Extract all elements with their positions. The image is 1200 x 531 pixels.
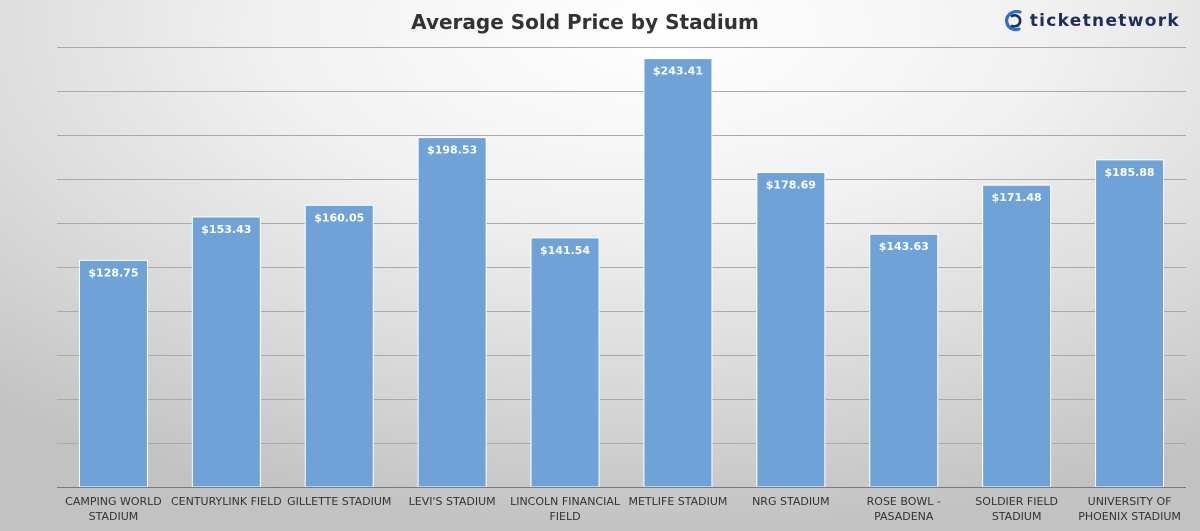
bar <box>982 184 1052 488</box>
category-label: LEVI'S STADIUM <box>409 495 496 508</box>
category-label: LINCOLN FINANCIAL FIELD <box>510 495 621 523</box>
bar-value-label: $171.48 <box>992 191 1042 204</box>
bar <box>304 204 374 488</box>
brand-logo: ticketnetwork <box>1002 8 1180 34</box>
brand-name: ticketnetwork <box>1029 11 1180 31</box>
bar <box>78 259 148 488</box>
bar <box>756 172 826 488</box>
category-label: ROSE BOWL -PASADENA <box>867 495 941 523</box>
bar-value-label: $198.53 <box>427 144 477 157</box>
category-label: UNIVERSITY OF PHOENIX STADIUM <box>1078 495 1181 523</box>
category-label: CENTURYLINK FIELD <box>171 495 282 508</box>
bar-value-label: $143.63 <box>879 240 929 253</box>
bar-value-label: $160.05 <box>314 211 364 224</box>
bar-value-label: $243.41 <box>653 65 703 78</box>
data-labels: $128.75 $153.43 $160.05 $198.53 $141.54 $243.… <box>88 65 1154 280</box>
bar-value-label: $141.54 <box>540 244 590 257</box>
category-label: CAMPING WORLD STADIUM <box>65 495 162 523</box>
category-labels: CAMPING WORLD STADIUM CENTURYLINK FIELD GIL… <box>65 495 1181 523</box>
bar-value-label: $178.69 <box>766 179 816 192</box>
ticketnetwork-logo-icon <box>1004 10 1022 32</box>
category-label: GILLETTE STADIUM <box>287 495 391 508</box>
bar <box>869 233 939 488</box>
bar <box>417 137 487 488</box>
bar <box>1095 159 1165 488</box>
bar-value-label: $185.88 <box>1104 166 1154 179</box>
category-label: SOLDIER FIELD STADIUM <box>975 495 1058 523</box>
bar-value-label: $153.43 <box>201 223 251 236</box>
bar-value-label: $128.75 <box>88 266 138 279</box>
category-label: METLIFE STADIUM <box>628 495 727 508</box>
bar <box>643 58 713 488</box>
category-label: NRG STADIUM <box>752 495 830 508</box>
chart-title: Average Sold Price by Stadium <box>411 10 759 34</box>
bar <box>530 237 600 488</box>
bar <box>191 216 261 488</box>
bars <box>78 58 1165 488</box>
